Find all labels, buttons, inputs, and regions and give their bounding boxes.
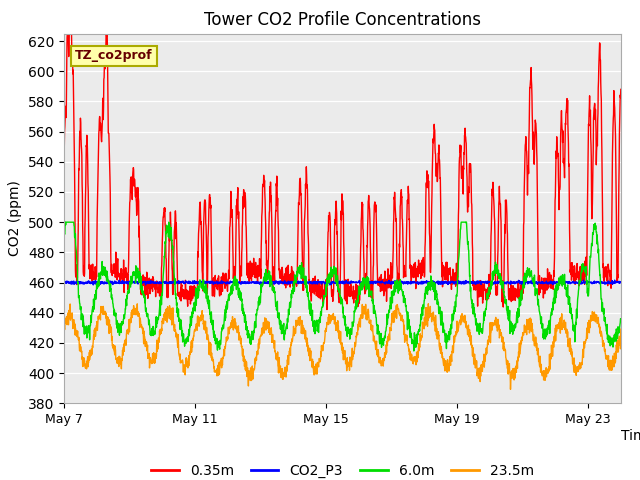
CO2_P3 [316,280,324,286]
0.35m [617,86,625,92]
Legend: 0.35m, CO2_P3, 6.0m, 23.5m: 0.35m, CO2_P3, 6.0m, 23.5m [145,458,540,480]
CO2_P3 [60,279,68,285]
0.35m [499,299,507,304]
23.5m [88,343,96,348]
CO2_P3 [601,279,609,285]
0.35m [316,291,324,297]
23.5m [617,326,625,332]
23.5m [499,334,506,340]
23.5m [424,301,432,307]
6.0m [601,317,609,323]
0.35m [602,270,609,276]
6.0m [316,320,324,325]
23.5m [602,350,609,356]
Title: Tower CO2 Profile Concentrations: Tower CO2 Profile Concentrations [204,11,481,29]
6.0m [617,316,625,322]
X-axis label: Time: Time [621,429,640,443]
6.0m [60,243,68,249]
0.35m [323,307,331,312]
CO2_P3 [499,280,506,286]
23.5m [601,346,609,352]
Line: 0.35m: 0.35m [64,34,621,310]
CO2_P3 [331,280,339,286]
23.5m [507,386,515,392]
0.35m [63,31,71,36]
CO2_P3 [601,281,609,287]
CO2_P3 [617,279,625,285]
Y-axis label: CO2 (ppm): CO2 (ppm) [8,180,22,256]
23.5m [316,359,324,365]
23.5m [331,317,339,323]
23.5m [60,328,68,334]
6.0m [61,219,69,225]
CO2_P3 [611,277,618,283]
0.35m [89,261,97,267]
Text: TZ_co2prof: TZ_co2prof [75,49,153,62]
0.35m [332,222,339,228]
0.35m [60,144,68,150]
Line: 23.5m: 23.5m [64,304,621,389]
Line: CO2_P3: CO2_P3 [64,280,621,285]
CO2_P3 [88,280,96,286]
6.0m [602,315,609,321]
CO2_P3 [392,282,399,288]
6.0m [499,279,507,285]
6.0m [410,348,418,354]
6.0m [331,270,339,276]
6.0m [89,304,97,310]
0.35m [601,264,609,270]
Line: 6.0m: 6.0m [64,222,621,351]
